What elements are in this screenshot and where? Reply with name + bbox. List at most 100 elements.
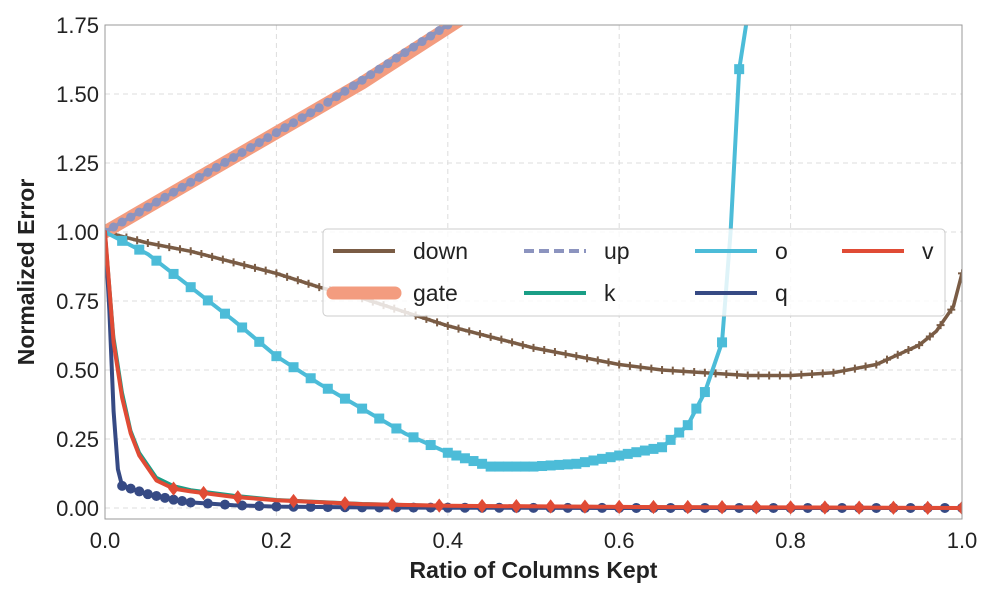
- data-point: [417, 37, 427, 47]
- series-layer: [105, 25, 962, 516]
- data-point: [528, 461, 539, 472]
- data-point: [165, 243, 174, 252]
- data-point: [904, 345, 913, 354]
- data-point: [722, 370, 731, 379]
- data-point: [579, 499, 591, 514]
- data-point: [518, 341, 527, 350]
- data-point: [679, 367, 688, 376]
- data-point: [232, 490, 244, 505]
- data-point: [240, 261, 249, 270]
- data-point: [261, 266, 270, 275]
- data-point: [331, 92, 341, 102]
- data-point: [583, 354, 592, 363]
- data-point: [808, 370, 817, 379]
- data-point: [682, 420, 693, 431]
- data-point: [177, 496, 188, 507]
- data-point: [109, 222, 119, 232]
- data-point: [819, 500, 831, 515]
- data-point: [143, 239, 152, 248]
- data-point: [177, 182, 187, 192]
- legend-label-v: v: [922, 238, 934, 264]
- data-point: [134, 486, 145, 497]
- data-point: [246, 143, 256, 153]
- legend-label-k: k: [604, 280, 616, 306]
- data-point: [561, 350, 570, 359]
- series-v: [105, 230, 962, 516]
- data-point: [297, 113, 307, 123]
- data-point: [289, 118, 299, 128]
- data-point: [529, 343, 538, 352]
- data-point: [208, 252, 217, 261]
- data-point: [631, 447, 642, 458]
- data-point: [571, 458, 582, 469]
- data-point: [218, 255, 227, 264]
- data-point: [160, 192, 170, 202]
- data-point: [915, 341, 924, 350]
- data-point: [665, 434, 676, 445]
- data-point: [126, 212, 136, 222]
- data-point: [883, 355, 892, 364]
- y-tick-label: 1.50: [56, 82, 99, 107]
- data-point: [254, 336, 265, 347]
- data-point: [872, 360, 881, 369]
- data-point: [315, 283, 324, 292]
- data-point: [383, 59, 393, 69]
- data-point: [305, 501, 316, 512]
- data-point: [936, 321, 945, 330]
- data-point: [459, 453, 470, 464]
- data-point: [203, 167, 213, 177]
- y-axis-title: Normalized Error: [13, 179, 39, 366]
- data-point: [254, 138, 264, 148]
- data-point: [597, 453, 608, 464]
- data-point: [625, 361, 634, 370]
- data-point: [545, 499, 557, 514]
- x-axis-title: Ratio of Columns Kept: [410, 557, 658, 583]
- data-point: [143, 202, 153, 212]
- data-point: [323, 97, 333, 107]
- data-point: [893, 350, 902, 359]
- data-point: [668, 366, 677, 375]
- data-point: [579, 457, 590, 468]
- data-point: [476, 498, 488, 514]
- data-point: [168, 481, 180, 496]
- data-point: [691, 403, 702, 414]
- data-point: [486, 332, 495, 341]
- data-point: [433, 498, 445, 513]
- data-point: [442, 447, 453, 458]
- data-point: [250, 263, 259, 272]
- data-point: [175, 245, 184, 254]
- data-point: [220, 157, 230, 167]
- data-point: [850, 364, 859, 373]
- data-point: [545, 460, 556, 471]
- data-point: [648, 443, 659, 454]
- data-point: [572, 352, 581, 361]
- data-point: [229, 258, 238, 267]
- data-point: [765, 371, 774, 380]
- data-point: [750, 500, 762, 515]
- legend: down gate up k oq v: [322, 228, 946, 317]
- series-line-v: [105, 230, 962, 510]
- data-point: [357, 403, 368, 414]
- data-point: [593, 356, 602, 365]
- data-point: [840, 366, 849, 375]
- data-point: [958, 269, 962, 278]
- data-point: [554, 459, 565, 470]
- data-point: [194, 172, 204, 182]
- data-point: [682, 499, 694, 515]
- data-point: [288, 362, 299, 373]
- data-point: [639, 445, 650, 456]
- data-point: [386, 497, 398, 512]
- data-point: [477, 458, 488, 469]
- data-point: [797, 370, 806, 379]
- data-point: [229, 152, 239, 162]
- data-point: [374, 64, 384, 74]
- data-point: [219, 308, 230, 319]
- data-point: [288, 493, 300, 509]
- data-point: [947, 305, 956, 314]
- data-point: [511, 461, 522, 472]
- legend-box: [322, 228, 946, 317]
- data-point: [272, 269, 281, 278]
- data-point: [743, 371, 752, 380]
- data-point: [717, 337, 728, 348]
- data-point: [219, 499, 230, 510]
